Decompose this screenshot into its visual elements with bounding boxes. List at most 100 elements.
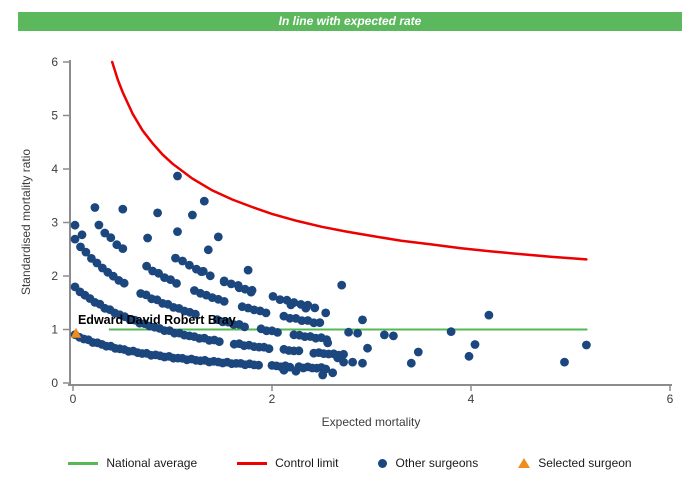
other-surgeon-point[interactable] [213,232,223,242]
other-surgeon-point[interactable] [118,244,128,254]
other-surgeon-point[interactable] [358,358,367,368]
other-surgeon-point[interactable] [380,330,389,340]
other-surgeon-point[interactable] [344,327,353,337]
other-surgeon-point[interactable] [191,309,200,319]
y-axis-tick-label: 6 [51,55,58,69]
selected-surgeon-marker[interactable] [70,327,82,338]
other-surgeon-point[interactable] [70,234,80,244]
other-surgeon-point[interactable] [219,297,229,306]
other-surgeon-point[interactable] [234,283,244,293]
other-surgeon-point[interactable] [142,261,152,271]
other-surgeon-point[interactable] [100,228,110,238]
other-surgeon-point[interactable] [321,308,331,318]
other-surgeon-point[interactable] [106,233,116,243]
x-axis-tick-label: 6 [667,392,674,406]
other-surgeon-point[interactable] [199,196,209,206]
other-surgeon-point[interactable] [94,220,104,230]
legend-label: Selected surgeon [538,456,632,470]
y-axis-tick-label: 1 [51,323,58,337]
legend-item-other-surgeons: Other surgeons [378,456,478,470]
x-axis-title: Expected mortality [322,415,421,429]
other-surgeons-points [70,171,591,380]
other-surgeon-point[interactable] [328,368,338,378]
other-surgeon-point[interactable] [470,340,480,349]
other-surgeon-point[interactable] [389,331,398,341]
other-surgeon-point[interactable] [173,171,182,181]
y-axis-tick-label: 3 [51,216,58,230]
other-surgeon-point[interactable] [185,260,194,270]
other-surgeon-point[interactable] [291,366,301,376]
selected-surgeon-label: Edward David Robert Bray [78,313,236,327]
x-axis-tick-label: 2 [269,392,276,406]
other-surgeon-point[interactable] [358,315,367,325]
legend-item-control-limit: Control limit [237,456,338,470]
chart-legend: National average Control limit Other sur… [0,456,700,470]
other-surgeon-point[interactable] [153,208,163,218]
other-surgeon-point[interactable] [143,233,153,243]
status-banner: In line with expected rate [18,12,682,31]
other-surgeon-point[interactable] [560,357,569,367]
other-surgeon-point[interactable] [273,328,282,337]
other-surgeon-point[interactable] [363,343,372,353]
other-surgeon-point[interactable] [264,344,274,354]
other-surgeon-point[interactable] [294,346,304,356]
other-surgeon-point[interactable] [348,357,357,367]
other-surgeons-dot-icon [378,458,388,468]
other-surgeon-point[interactable] [582,340,591,350]
other-surgeon-point[interactable] [188,210,197,220]
other-surgeon-point[interactable] [243,265,253,275]
other-surgeon-point[interactable] [197,267,206,277]
legend-label: Control limit [275,456,339,470]
other-surgeon-point[interactable] [90,203,100,212]
control-limit-line-icon [237,461,268,465]
other-surgeon-point[interactable] [333,353,343,363]
other-surgeon-point[interactable] [119,278,129,288]
other-surgeon-point[interactable] [337,280,347,290]
other-surgeon-point[interactable] [315,318,325,327]
other-surgeon-point[interactable] [246,287,256,297]
other-surgeon-point[interactable] [240,322,250,332]
other-surgeon-point[interactable] [268,292,278,301]
other-surgeon-point[interactable] [310,303,320,313]
other-surgeon-point[interactable] [484,310,494,320]
legend-label: Other surgeons [395,456,479,470]
other-surgeon-point[interactable] [301,303,311,313]
selected-surgeon-triangle-icon [518,458,531,468]
legend-item-national-average: National average [68,456,197,470]
other-surgeon-point[interactable] [275,295,285,304]
other-surgeon-point[interactable] [70,220,80,230]
other-surgeon-point[interactable] [279,365,289,375]
other-surgeon-point[interactable] [406,358,416,368]
status-banner-text: In line with expected rate [278,14,422,28]
other-surgeon-point[interactable] [286,300,296,310]
other-surgeon-point[interactable] [173,227,182,237]
y-axis-tick-label: 0 [51,376,58,390]
other-surgeon-point[interactable] [178,256,187,266]
x-axis-tick-label: 4 [468,392,475,406]
other-surgeon-point[interactable] [81,247,91,257]
other-surgeon-point[interactable] [413,347,423,357]
other-surgeon-point[interactable] [318,370,328,380]
y-axis-tick-label: 2 [51,269,58,283]
x-axis-tick-label: 0 [70,392,77,406]
other-surgeon-point[interactable] [171,253,180,263]
other-surgeon-point[interactable] [464,351,474,361]
other-surgeon-point[interactable] [219,277,229,287]
other-surgeon-point[interactable] [254,360,263,370]
control-limit-line [110,60,588,261]
other-surgeon-point[interactable] [205,271,215,281]
y-axis-tick-label: 4 [51,162,58,176]
other-surgeon-point[interactable] [214,337,224,346]
other-surgeon-point[interactable] [172,279,181,288]
other-surgeon-point[interactable] [226,279,236,289]
other-surgeon-point[interactable] [261,308,271,318]
other-surgeon-point[interactable] [446,327,456,336]
other-surgeon-point[interactable] [203,245,213,255]
other-surgeon-point[interactable] [77,230,87,240]
other-surgeon-point[interactable] [118,204,128,214]
other-surgeon-point[interactable] [353,328,362,338]
other-surgeon-point[interactable] [323,338,333,348]
legend-item-selected-surgeon: Selected surgeon [518,456,632,470]
